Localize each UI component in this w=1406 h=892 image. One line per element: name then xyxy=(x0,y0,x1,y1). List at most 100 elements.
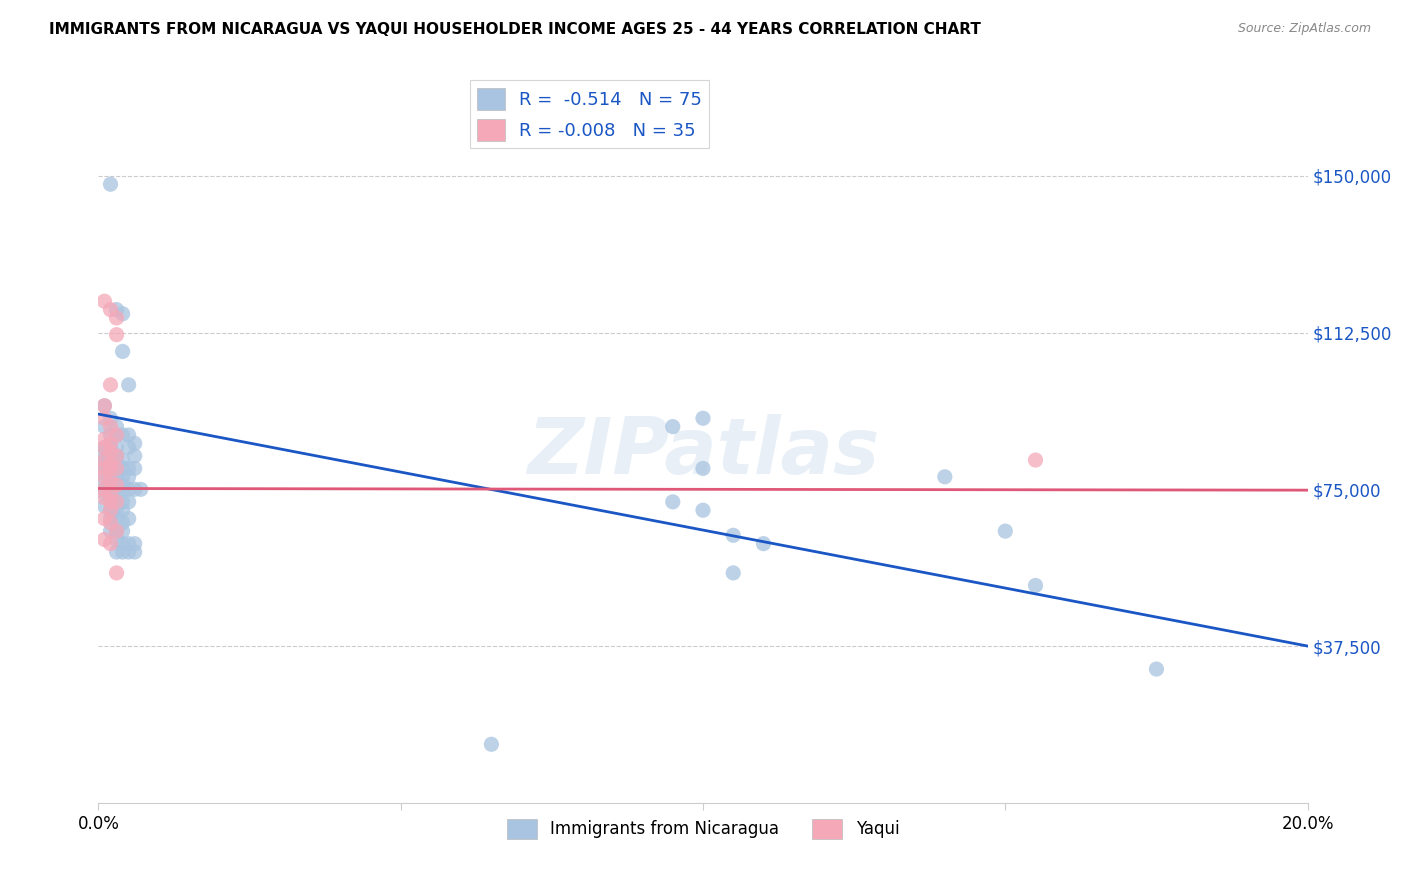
Point xyxy=(118,495,141,509)
Point xyxy=(100,449,122,463)
Point xyxy=(105,419,128,434)
Point xyxy=(105,453,128,467)
Point xyxy=(100,474,122,488)
Point xyxy=(118,461,141,475)
Point xyxy=(100,503,122,517)
Point xyxy=(111,524,134,538)
Point xyxy=(100,486,122,500)
Point xyxy=(105,566,128,580)
Point xyxy=(93,441,115,455)
Point xyxy=(723,528,745,542)
Point xyxy=(105,503,128,517)
Text: ZIPatlas: ZIPatlas xyxy=(527,414,879,490)
Point xyxy=(93,453,115,467)
Point xyxy=(93,461,115,475)
Point xyxy=(93,432,115,446)
Point xyxy=(100,453,122,467)
Point xyxy=(93,483,115,497)
Point xyxy=(723,566,745,580)
Point xyxy=(105,302,128,317)
Point xyxy=(111,503,134,517)
Point xyxy=(105,533,128,547)
Point xyxy=(111,516,134,530)
Point xyxy=(661,419,683,434)
Point xyxy=(100,444,122,458)
Point xyxy=(100,377,122,392)
Point xyxy=(105,495,128,509)
Point xyxy=(661,495,683,509)
Point xyxy=(100,436,122,450)
Point xyxy=(93,399,115,413)
Point xyxy=(93,470,115,484)
Point xyxy=(93,399,115,413)
Point xyxy=(93,466,115,480)
Point xyxy=(111,536,134,550)
Point xyxy=(100,178,122,192)
Point xyxy=(124,461,146,475)
Point xyxy=(692,503,714,517)
Point xyxy=(93,511,115,525)
Point xyxy=(105,483,128,497)
Point xyxy=(100,524,122,538)
Point xyxy=(93,499,115,513)
Point xyxy=(124,449,146,463)
Point xyxy=(93,419,115,434)
Point xyxy=(111,470,134,484)
Point xyxy=(100,495,122,509)
Point xyxy=(93,486,115,500)
Point xyxy=(124,436,146,450)
Point xyxy=(105,545,128,559)
Point xyxy=(105,495,128,509)
Point xyxy=(692,411,714,425)
Point xyxy=(124,545,146,559)
Point xyxy=(93,474,115,488)
Point xyxy=(93,457,115,471)
Point xyxy=(752,536,775,550)
Point xyxy=(105,461,128,475)
Point xyxy=(105,428,128,442)
Point xyxy=(118,377,141,392)
Point xyxy=(111,461,134,475)
Point xyxy=(118,470,141,484)
Point xyxy=(124,483,146,497)
Point xyxy=(111,478,134,492)
Point xyxy=(118,511,141,525)
Point xyxy=(994,524,1017,538)
Point xyxy=(93,453,115,467)
Point xyxy=(100,511,122,525)
Point xyxy=(93,441,115,455)
Point xyxy=(1144,662,1167,676)
Point xyxy=(111,495,134,509)
Point xyxy=(105,478,128,492)
Point xyxy=(105,449,128,463)
Point xyxy=(93,411,115,425)
Point xyxy=(1024,578,1046,592)
Point xyxy=(100,461,122,475)
Point xyxy=(100,483,122,497)
Point xyxy=(100,419,122,434)
Point xyxy=(105,327,128,342)
Point xyxy=(118,428,141,442)
Point xyxy=(111,344,134,359)
Point xyxy=(105,478,128,492)
Text: IMMIGRANTS FROM NICARAGUA VS YAQUI HOUSEHOLDER INCOME AGES 25 - 44 YEARS CORRELA: IMMIGRANTS FROM NICARAGUA VS YAQUI HOUSE… xyxy=(49,22,981,37)
Point xyxy=(118,441,141,455)
Point xyxy=(692,461,714,475)
Point xyxy=(118,483,141,497)
Point xyxy=(105,310,128,325)
Point xyxy=(105,470,128,484)
Point xyxy=(100,411,122,425)
Point xyxy=(124,536,146,550)
Point xyxy=(105,524,128,538)
Point xyxy=(93,533,115,547)
Point xyxy=(100,441,122,455)
Point xyxy=(129,483,152,497)
Point xyxy=(100,428,122,442)
Point xyxy=(934,470,956,484)
Point xyxy=(105,511,128,525)
Point xyxy=(105,461,128,475)
Point xyxy=(93,294,115,309)
Point xyxy=(111,307,134,321)
Point xyxy=(100,461,122,475)
Point xyxy=(118,536,141,550)
